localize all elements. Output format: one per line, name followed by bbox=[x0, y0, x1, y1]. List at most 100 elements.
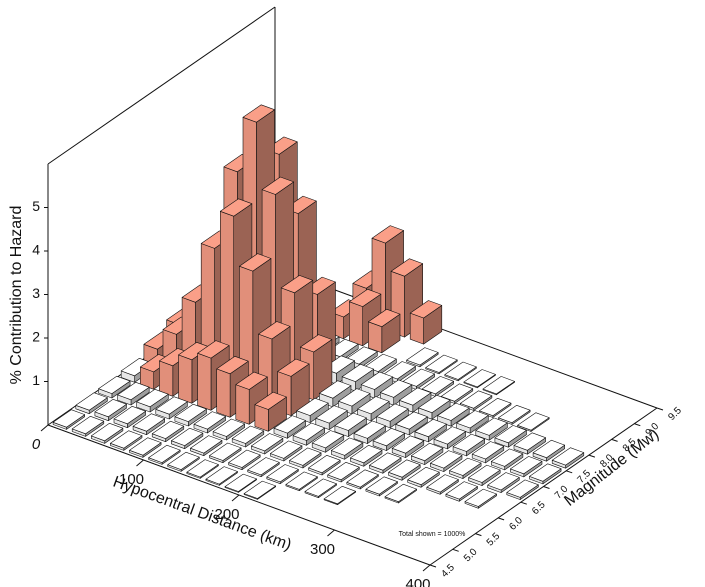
bar bbox=[338, 388, 371, 415]
bar-front bbox=[348, 301, 364, 347]
bar-top bbox=[261, 176, 295, 195]
bar bbox=[110, 430, 143, 451]
x-tick bbox=[327, 529, 335, 537]
z-axis-label: % Contribution to Hazard bbox=[8, 206, 25, 385]
bar-top bbox=[247, 457, 280, 476]
bar-top bbox=[155, 396, 188, 415]
bar bbox=[444, 361, 477, 382]
bar-top bbox=[414, 418, 447, 438]
bar-top bbox=[330, 437, 364, 456]
bar-front bbox=[197, 352, 212, 411]
bar-front bbox=[235, 384, 250, 425]
y-tick bbox=[611, 438, 618, 442]
bar-top bbox=[426, 474, 459, 493]
bar-top bbox=[371, 225, 404, 244]
bar bbox=[193, 411, 226, 434]
bar-top bbox=[273, 415, 306, 434]
bar-top bbox=[421, 376, 455, 395]
bar bbox=[368, 308, 401, 354]
bar bbox=[98, 375, 131, 399]
bar-top bbox=[243, 480, 277, 499]
bar bbox=[186, 459, 219, 479]
bar bbox=[311, 430, 345, 453]
bar-top bbox=[482, 376, 515, 395]
bar bbox=[289, 447, 322, 469]
bar-top bbox=[360, 371, 394, 390]
bar bbox=[319, 380, 352, 408]
annotation: Total shown = 1000% bbox=[399, 531, 466, 538]
bar-top bbox=[372, 427, 406, 447]
bar bbox=[205, 466, 238, 486]
bar bbox=[167, 451, 200, 472]
bar-top bbox=[129, 437, 162, 456]
bar-top bbox=[197, 340, 230, 359]
bar-top bbox=[406, 347, 439, 366]
bar-top bbox=[391, 435, 425, 454]
bar-top bbox=[174, 403, 207, 422]
bar-top bbox=[368, 308, 401, 328]
bar bbox=[532, 439, 566, 462]
bar-top bbox=[369, 452, 402, 471]
bar bbox=[308, 454, 341, 476]
bar-top bbox=[136, 388, 169, 408]
bar bbox=[117, 381, 150, 406]
bar bbox=[498, 404, 531, 425]
bar-top bbox=[409, 300, 443, 319]
x-tick-label: 100 bbox=[119, 471, 144, 488]
bar-top bbox=[98, 375, 131, 394]
bar-top bbox=[350, 444, 383, 464]
bar bbox=[330, 437, 364, 460]
bar-top bbox=[376, 403, 409, 422]
back-wall-edge bbox=[47, 6, 276, 165]
bar-top bbox=[390, 258, 424, 277]
bar-top bbox=[311, 430, 345, 449]
bar bbox=[487, 472, 520, 493]
bar-top bbox=[388, 459, 421, 478]
bar-top bbox=[117, 381, 150, 401]
bar-top bbox=[327, 461, 360, 481]
bar-top bbox=[216, 355, 249, 375]
bar bbox=[292, 422, 326, 446]
bar bbox=[406, 347, 439, 368]
z-tick-label: 5 bbox=[32, 198, 40, 214]
y-tick bbox=[429, 564, 437, 568]
bar-top bbox=[228, 449, 261, 468]
bar bbox=[94, 398, 127, 422]
bar-top bbox=[506, 479, 539, 498]
bar-front bbox=[216, 368, 231, 418]
bar bbox=[254, 391, 287, 432]
bar-top bbox=[449, 457, 482, 476]
bar-top bbox=[266, 464, 299, 483]
bar-top bbox=[384, 483, 417, 503]
bar bbox=[459, 390, 493, 411]
bar-top bbox=[464, 488, 497, 507]
bar-top bbox=[193, 411, 226, 430]
bar-top bbox=[280, 275, 314, 294]
bar-top bbox=[308, 454, 341, 474]
bar bbox=[510, 456, 543, 478]
bar bbox=[418, 394, 451, 420]
bar bbox=[551, 447, 585, 469]
floor-edge bbox=[274, 267, 658, 409]
bar bbox=[479, 397, 512, 418]
bar-top bbox=[459, 390, 493, 409]
bar-top bbox=[289, 447, 322, 466]
bar bbox=[456, 410, 489, 434]
bar-top bbox=[444, 361, 477, 380]
bar bbox=[341, 363, 375, 392]
bar-front bbox=[409, 312, 424, 345]
bar bbox=[360, 371, 394, 399]
bar bbox=[445, 481, 478, 502]
bar-top bbox=[277, 358, 310, 377]
bar-top bbox=[456, 410, 489, 429]
bar-top bbox=[323, 485, 357, 505]
bar-top bbox=[513, 432, 546, 451]
bar-top bbox=[315, 405, 348, 424]
bar bbox=[414, 418, 447, 443]
bar bbox=[350, 444, 383, 467]
bar bbox=[391, 435, 425, 458]
bar bbox=[494, 425, 527, 448]
bar-top bbox=[242, 104, 275, 123]
x-tick-label: 400 bbox=[405, 576, 430, 587]
